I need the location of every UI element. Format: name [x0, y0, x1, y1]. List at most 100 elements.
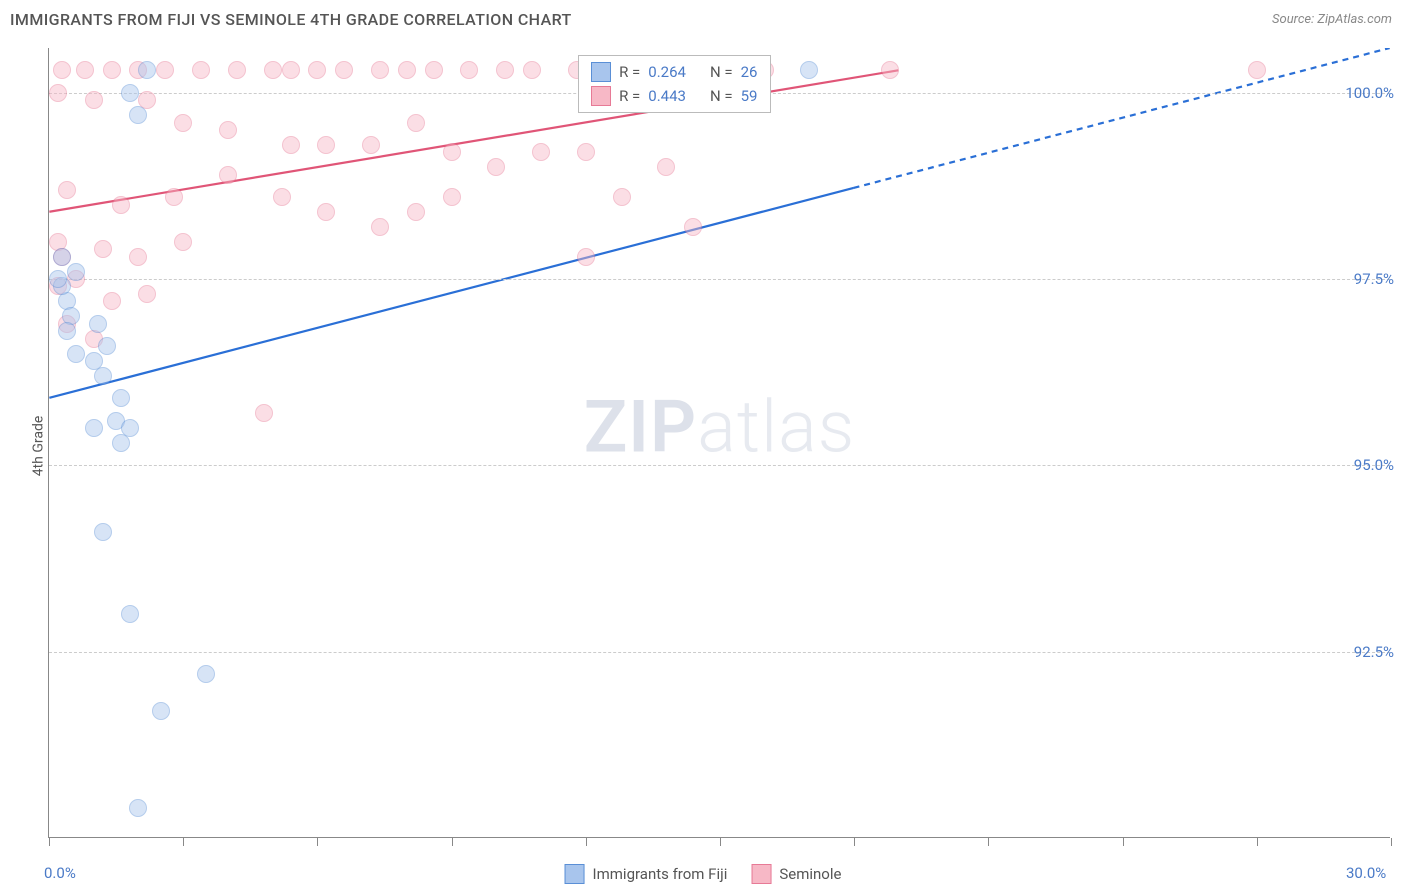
data-point-seminole — [228, 61, 246, 79]
data-point-seminole — [58, 181, 76, 199]
data-point-seminole — [362, 136, 380, 154]
data-point-seminole — [219, 121, 237, 139]
r-label: R = — [619, 87, 640, 105]
data-point-seminole — [443, 188, 461, 206]
data-point-fiji — [112, 434, 130, 452]
data-point-fiji — [53, 248, 71, 266]
legend-swatch — [591, 86, 611, 106]
legend-swatch — [751, 864, 771, 884]
bottom-legend: Immigrants from Fiji Seminole — [565, 864, 842, 884]
watermark: ZIPatlas — [584, 384, 856, 469]
x-tick-mark — [183, 838, 184, 846]
x-tick-mark — [988, 838, 989, 846]
data-point-fiji — [112, 389, 130, 407]
data-point-seminole — [371, 218, 389, 236]
data-point-seminole — [273, 188, 291, 206]
data-point-seminole — [308, 61, 326, 79]
legend-swatch — [591, 62, 611, 82]
data-point-seminole — [1248, 61, 1266, 79]
data-point-seminole — [317, 136, 335, 154]
data-point-seminole — [156, 61, 174, 79]
x-tick-mark — [854, 838, 855, 846]
data-point-fiji — [94, 523, 112, 541]
data-point-fiji — [98, 337, 116, 355]
x-tick-mark — [452, 838, 453, 846]
y-tick-label: 92.5% — [1354, 643, 1394, 661]
data-point-seminole — [174, 114, 192, 132]
x-tick-mark — [317, 838, 318, 846]
stats-legend: R =0.264N =26R =0.443N =59 — [578, 55, 770, 113]
data-point-seminole — [577, 248, 595, 266]
watermark-bold: ZIP — [584, 384, 697, 469]
x-tick-label: 0.0% — [44, 864, 76, 882]
data-point-fiji — [800, 61, 818, 79]
data-point-seminole — [129, 248, 147, 266]
n-label: N = — [710, 63, 733, 81]
data-point-seminole — [282, 136, 300, 154]
data-point-seminole — [407, 114, 425, 132]
data-point-fiji — [67, 263, 85, 281]
data-point-seminole — [371, 61, 389, 79]
data-point-fiji — [49, 270, 67, 288]
r-value: 0.443 — [648, 87, 686, 105]
data-point-seminole — [613, 188, 631, 206]
chart-title: IMMIGRANTS FROM FIJI VS SEMINOLE 4TH GRA… — [10, 10, 572, 29]
data-point-seminole — [219, 166, 237, 184]
data-point-fiji — [89, 315, 107, 333]
series-legend-label: Seminole — [779, 865, 841, 883]
data-point-seminole — [103, 292, 121, 310]
series-legend-item: Immigrants from Fiji — [565, 864, 728, 884]
data-point-fiji — [152, 702, 170, 720]
data-point-seminole — [112, 196, 130, 214]
data-point-seminole — [496, 61, 514, 79]
data-point-fiji — [85, 419, 103, 437]
data-point-fiji — [67, 345, 85, 363]
data-point-fiji — [129, 106, 147, 124]
data-point-seminole — [335, 61, 353, 79]
data-point-seminole — [407, 203, 425, 221]
data-point-seminole — [398, 61, 416, 79]
data-point-seminole — [85, 91, 103, 109]
data-point-seminole — [684, 218, 702, 236]
data-point-seminole — [255, 404, 273, 422]
data-point-seminole — [487, 158, 505, 176]
y-axis-label: 4th Grade — [30, 416, 46, 477]
data-point-seminole — [425, 61, 443, 79]
data-point-fiji — [197, 665, 215, 683]
data-point-seminole — [523, 61, 541, 79]
n-value: 59 — [741, 87, 758, 105]
gridline — [49, 279, 1390, 280]
data-point-seminole — [103, 61, 121, 79]
x-tick-mark — [1391, 838, 1392, 846]
data-point-seminole — [94, 240, 112, 258]
data-point-seminole — [192, 61, 210, 79]
data-point-seminole — [138, 285, 156, 303]
data-point-fiji — [121, 605, 139, 623]
data-point-seminole — [881, 61, 899, 79]
gridline — [49, 465, 1390, 466]
x-tick-mark — [720, 838, 721, 846]
x-tick-label: 30.0% — [1346, 864, 1386, 882]
data-point-seminole — [657, 158, 675, 176]
x-tick-mark — [586, 838, 587, 846]
data-point-seminole — [165, 188, 183, 206]
n-label: N = — [710, 87, 733, 105]
trend-lines — [49, 48, 1390, 837]
x-tick-mark — [49, 838, 50, 846]
data-point-seminole — [76, 61, 94, 79]
x-tick-mark — [1123, 838, 1124, 846]
watermark-rest: atlas — [697, 384, 855, 469]
data-point-fiji — [129, 799, 147, 817]
data-point-seminole — [317, 203, 335, 221]
gridline — [49, 652, 1390, 653]
data-point-seminole — [53, 61, 71, 79]
data-point-fiji — [94, 367, 112, 385]
y-tick-label: 97.5% — [1354, 270, 1394, 288]
r-label: R = — [619, 63, 640, 81]
data-point-seminole — [49, 84, 67, 102]
chart-source: Source: ZipAtlas.com — [1272, 12, 1392, 27]
data-point-fiji — [138, 61, 156, 79]
data-point-seminole — [264, 61, 282, 79]
stats-legend-row: R =0.264N =26 — [579, 60, 769, 84]
series-legend-item: Seminole — [751, 864, 841, 884]
